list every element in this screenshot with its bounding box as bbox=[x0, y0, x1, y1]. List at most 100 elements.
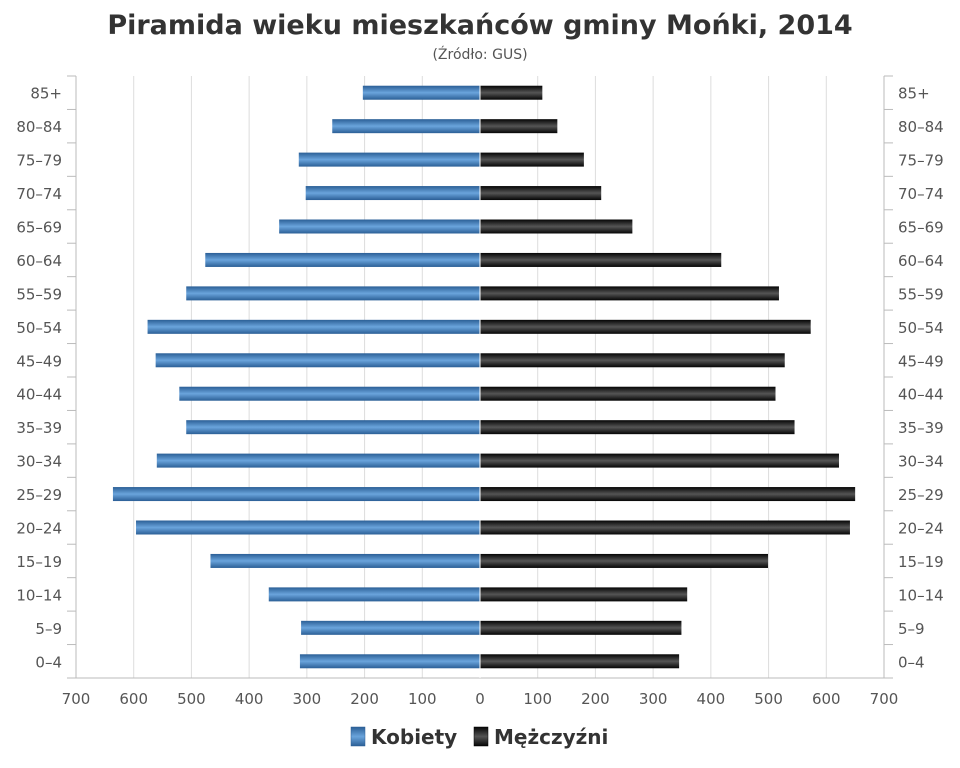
y-tick-label: 60–64 bbox=[898, 252, 944, 270]
bar-kobiety bbox=[301, 620, 480, 635]
bar-mezczyzni bbox=[480, 286, 779, 301]
legend[interactable]: Kobiety Mężczyźni bbox=[350, 725, 608, 749]
bar-kobiety bbox=[205, 252, 480, 267]
bar-kobiety bbox=[299, 654, 480, 669]
y-axis-labels-left: 0–4 5–9 10–14 15–19 20–24 25–29 30–34 35–39 40–4… bbox=[16, 85, 62, 672]
bar-kobiety bbox=[268, 587, 480, 602]
grid-lines bbox=[133, 76, 827, 678]
y-tick-label: 55–59 bbox=[16, 285, 62, 303]
y-tick-label: 45–49 bbox=[898, 352, 944, 370]
y-tick-label: 80–84 bbox=[898, 118, 944, 136]
bar-mezczyzni bbox=[480, 319, 811, 334]
y-tick-label: 35–39 bbox=[898, 419, 944, 437]
bar-kobiety bbox=[332, 119, 480, 134]
y-tick-label: 20–24 bbox=[898, 520, 944, 538]
bar-kobiety bbox=[156, 453, 481, 468]
y-tick-label: 45–49 bbox=[16, 352, 62, 370]
x-tick-label: 700 bbox=[870, 690, 899, 708]
y-tick-label: 20–24 bbox=[16, 520, 62, 538]
y-tick-label: 15–19 bbox=[16, 553, 62, 571]
legend-label-mezczyzni: Mężczyźni bbox=[494, 725, 608, 749]
bar-mezczyzni bbox=[480, 186, 602, 201]
x-tick-label: 400 bbox=[235, 690, 264, 708]
legend-label-kobiety: Kobiety bbox=[371, 725, 457, 749]
x-tick-label: 100 bbox=[408, 690, 437, 708]
bar-kobiety bbox=[186, 286, 480, 301]
y-tick-label: 65–69 bbox=[16, 219, 62, 237]
bar-kobiety bbox=[210, 553, 480, 568]
bar-mezczyzni bbox=[480, 587, 688, 602]
bar-mezczyzni bbox=[480, 553, 768, 568]
y-tick-label: 50–54 bbox=[898, 319, 944, 337]
y-tick-label: 80–84 bbox=[16, 118, 62, 136]
bar-mezczyzni bbox=[480, 654, 680, 669]
y-tick-label: 70–74 bbox=[898, 185, 944, 203]
y-tick-label: 70–74 bbox=[16, 185, 62, 203]
y-tick-label: 55–59 bbox=[898, 285, 944, 303]
x-tick-label: 0 bbox=[475, 690, 485, 708]
y-tick-label: 85+ bbox=[898, 85, 930, 103]
bar-mezczyzni bbox=[480, 487, 856, 502]
bar-mezczyzni bbox=[480, 353, 785, 368]
bar-mezczyzni bbox=[480, 620, 682, 635]
chart-title: Piramida wieku mieszkańców gminy Mońki, … bbox=[107, 10, 852, 41]
bar-kobiety bbox=[305, 186, 480, 201]
legend-item-mezczyzni[interactable]: Mężczyźni bbox=[473, 725, 608, 749]
y-tick-label: 40–44 bbox=[16, 386, 62, 404]
bar-mezczyzni bbox=[480, 420, 795, 435]
bar-mezczyzni bbox=[480, 386, 776, 401]
bar-kobiety bbox=[179, 386, 480, 401]
bar-kobiety bbox=[136, 520, 480, 535]
y-tick-label: 0–4 bbox=[898, 653, 925, 671]
y-tick-label: 25–29 bbox=[16, 486, 62, 504]
legend-swatch-mezczyzni bbox=[473, 726, 489, 747]
chart-subtitle: (Źródło: GUS) bbox=[432, 45, 527, 63]
x-tick-label: 500 bbox=[754, 690, 783, 708]
bar-kobiety bbox=[112, 487, 481, 502]
bar-mezczyzni bbox=[480, 252, 722, 267]
legend-item-kobiety[interactable]: Kobiety bbox=[350, 725, 457, 749]
x-tick-label: 400 bbox=[697, 690, 726, 708]
y-axis-labels-right: 0–4 5–9 10–14 15–19 20–24 25–29 30–34 35–39 40–4… bbox=[898, 85, 944, 672]
y-tick-label: 65–69 bbox=[898, 219, 944, 237]
bar-kobiety bbox=[362, 85, 480, 100]
x-tick-label: 300 bbox=[639, 690, 668, 708]
bar-mezczyzni bbox=[480, 219, 633, 234]
bar-mezczyzni bbox=[480, 152, 584, 167]
bar-mezczyzni bbox=[480, 85, 543, 100]
y-tick-label: 40–44 bbox=[898, 386, 944, 404]
y-tick-label: 30–34 bbox=[898, 453, 944, 471]
bar-kobiety bbox=[186, 420, 480, 435]
legend-swatch-kobiety bbox=[350, 726, 366, 747]
bars bbox=[112, 76, 856, 678]
bar-kobiety bbox=[298, 152, 480, 167]
x-tick-label: 200 bbox=[581, 690, 610, 708]
y-tick-label: 10–14 bbox=[16, 586, 62, 604]
bar-kobiety bbox=[147, 319, 480, 334]
x-tick-label: 500 bbox=[177, 690, 206, 708]
y-tick-label: 35–39 bbox=[16, 419, 62, 437]
x-tick-label: 600 bbox=[812, 690, 841, 708]
bar-kobiety bbox=[155, 353, 480, 368]
y-tick-label: 5–9 bbox=[898, 620, 925, 638]
x-tick-label: 300 bbox=[293, 690, 322, 708]
y-tick-label: 75–79 bbox=[16, 152, 62, 170]
y-tick-label: 0–4 bbox=[35, 653, 62, 671]
y-tick-label: 30–34 bbox=[16, 453, 62, 471]
x-tick-label: 100 bbox=[523, 690, 552, 708]
x-axis-labels: 700 600 500 400 300 200 100 0 100 200 300 400 500 600… bbox=[62, 690, 899, 708]
bar-kobiety bbox=[279, 219, 480, 234]
y-tick-label: 50–54 bbox=[16, 319, 62, 337]
y-tick-label: 5–9 bbox=[35, 620, 62, 638]
y-tick-label: 75–79 bbox=[898, 152, 944, 170]
bar-mezczyzni bbox=[480, 119, 558, 134]
y-tick-label: 25–29 bbox=[898, 486, 944, 504]
y-tick-label: 10–14 bbox=[898, 586, 944, 604]
bar-mezczyzni bbox=[480, 453, 839, 468]
x-tick-label: 200 bbox=[350, 690, 379, 708]
bar-mezczyzni bbox=[480, 520, 850, 535]
x-tick-label: 700 bbox=[62, 690, 91, 708]
y-tick-label: 85+ bbox=[30, 85, 62, 103]
y-tick-label: 15–19 bbox=[898, 553, 944, 571]
